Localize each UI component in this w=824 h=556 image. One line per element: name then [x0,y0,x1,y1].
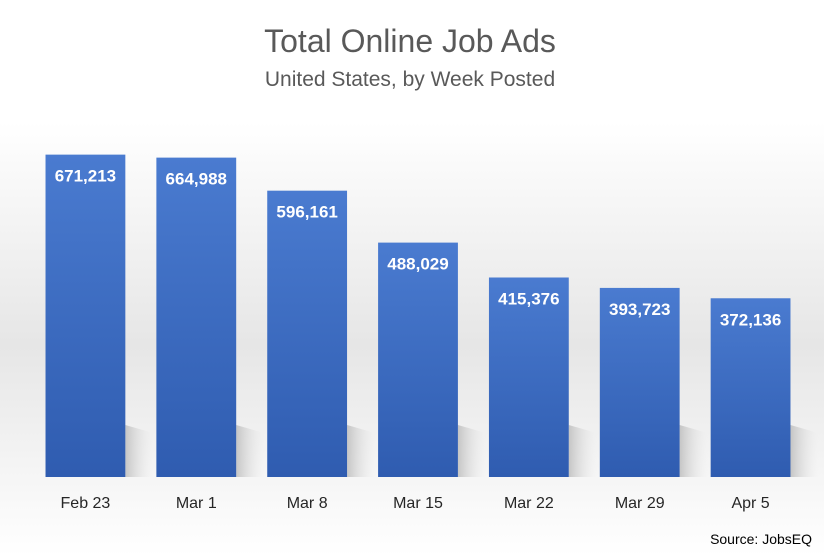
bar-shadow [568,425,597,477]
x-tick-labels-group: Feb 23 Mar 1 Mar 8 Mar 15 Mar 22 Mar 29 Apr 5 [61,495,770,512]
bar-mar-8 [267,190,348,477]
bar-shadow [125,425,154,477]
bar-shadow [457,425,486,477]
x-tick-label: Feb 23 [61,495,111,512]
bar-apr-5 [710,298,791,477]
bar-mar-1 [156,157,237,477]
x-tick-label: Mar 15 [393,495,443,512]
x-tick-label: Mar 29 [615,495,665,512]
bars-group [45,154,791,477]
source-note: Source: JobsEQ [710,531,812,547]
bar-mar-29 [599,287,680,477]
data-label: 596,161 [276,203,337,222]
bar-feb-23 [45,154,126,477]
data-labels-group: 671,213 664,988 596,161 488,029 415,376 393,7… [55,167,782,330]
data-label: 393,723 [609,300,670,319]
chart-subtitle: United States, by Week Posted [265,68,555,91]
data-label: 664,988 [166,170,227,189]
bar-shadow [236,425,265,477]
x-tick-label: Apr 5 [731,495,769,512]
data-label: 671,213 [55,167,116,186]
bar-shadow [790,425,819,477]
x-tick-label: Mar 1 [176,495,217,512]
chart-title: Total Online Job Ads [264,23,556,59]
bar-shadow [679,425,708,477]
bar-shadows [125,425,819,477]
bar-mar-22 [488,277,569,477]
data-label: 415,376 [498,290,559,309]
data-label: 372,136 [720,310,781,329]
bar-mar-15 [378,242,458,477]
x-tick-label: Mar 22 [504,495,554,512]
x-tick-label: Mar 8 [287,495,328,512]
data-label: 488,029 [387,255,448,274]
bar-shadow [347,425,376,477]
